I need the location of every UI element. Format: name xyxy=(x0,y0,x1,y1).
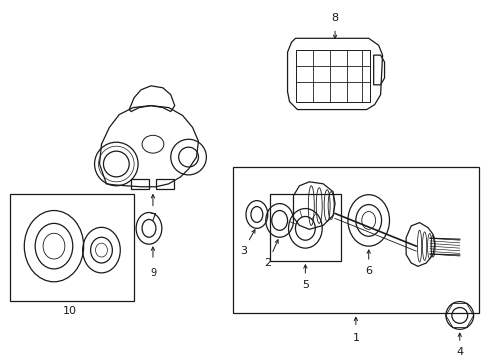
Bar xyxy=(156,179,173,189)
Bar xyxy=(269,194,340,261)
Bar xyxy=(233,167,478,314)
Text: 3: 3 xyxy=(240,246,247,256)
Text: 4: 4 xyxy=(455,347,463,357)
Text: 6: 6 xyxy=(365,266,371,276)
Text: 5: 5 xyxy=(301,280,308,290)
Text: 7: 7 xyxy=(149,213,156,224)
Bar xyxy=(10,194,134,301)
Bar xyxy=(296,50,369,102)
Bar xyxy=(131,179,149,189)
Text: 10: 10 xyxy=(62,306,77,315)
Text: 2: 2 xyxy=(264,258,271,268)
Text: 9: 9 xyxy=(150,268,156,278)
Text: 1: 1 xyxy=(352,333,359,343)
Text: 8: 8 xyxy=(331,13,338,23)
